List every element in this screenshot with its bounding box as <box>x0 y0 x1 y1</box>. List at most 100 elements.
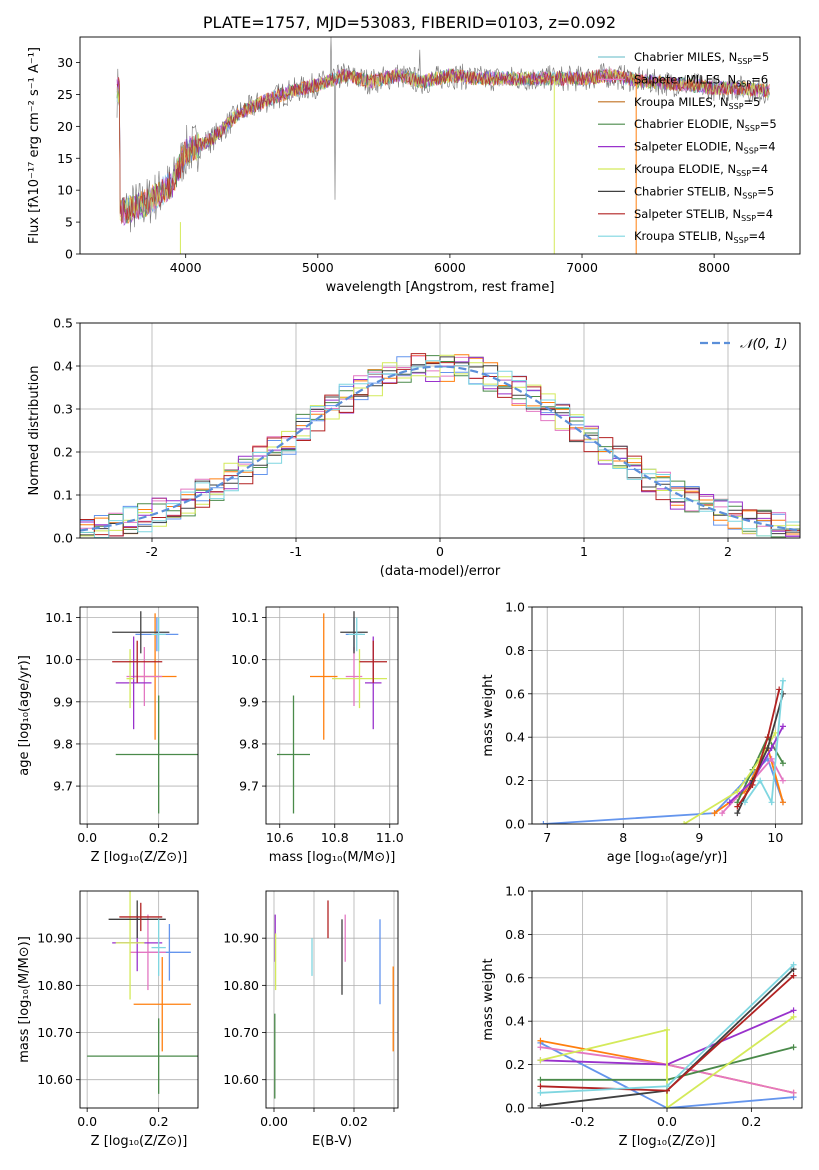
y-tick-label: 9.9 <box>239 694 259 709</box>
legend-label: Kroupa STELIB, NSSP=4 <box>634 229 765 245</box>
legend-sub: SSP <box>744 147 759 156</box>
x-tick-label: 0.02 <box>340 1114 368 1129</box>
legend-tail: =4 <box>749 229 766 243</box>
weight-marker <box>779 799 786 806</box>
x-tick-label: -1 <box>290 544 302 559</box>
figure-title: PLATE=1757, MJD=53083, FIBERID=0103, z=0… <box>202 13 617 32</box>
x-tick-label: 0.2 <box>149 830 169 845</box>
weight-marker <box>790 1089 797 1096</box>
x-tick-label: 8 <box>619 830 627 845</box>
legend-label: Salpeter MILES, NSSP=6 <box>634 72 768 88</box>
y-tick-label: 0.4 <box>505 730 525 745</box>
weight-marker <box>537 1083 544 1090</box>
legend-sub: SSP <box>742 191 757 200</box>
y-tick-label: 10.70 <box>37 1025 73 1040</box>
x-tick-label: 0.2 <box>149 1114 169 1129</box>
legend-tail: =5 <box>744 95 761 109</box>
legend-text: Kroupa STELIB, N <box>634 229 734 243</box>
y-tick-label: 10.80 <box>37 978 73 993</box>
legend-text: Chabrier MILES, N <box>634 50 737 64</box>
weight-marker <box>779 723 786 730</box>
weight-marker <box>776 686 783 693</box>
weight-marker <box>764 745 771 752</box>
y-tick-label: 0.4 <box>53 359 73 374</box>
legend-tail: =6 <box>751 72 768 86</box>
weight-marker <box>779 677 786 684</box>
y-axis-label: Normed distribution <box>27 366 42 496</box>
x-tick-label: 0 <box>436 544 444 559</box>
weight-marker <box>790 961 797 968</box>
y-tick-label: 9.8 <box>53 736 73 751</box>
gaussian-curve <box>80 365 800 532</box>
y-tick-label: 15 <box>57 151 73 166</box>
legend-label: Kroupa ELODIE, NSSP=4 <box>634 162 768 178</box>
legend-sub: SSP <box>737 57 752 66</box>
weight-line <box>683 732 777 824</box>
legend-tail: =5 <box>752 50 769 64</box>
y-tick-label: 5 <box>65 215 73 230</box>
legend-sub: SSP <box>736 79 751 88</box>
y-tick-label: 0.0 <box>505 817 525 832</box>
x-tick-label: 2 <box>724 544 732 559</box>
y-tick-label: 30 <box>57 55 73 70</box>
x-tick-label: 5000 <box>302 260 334 275</box>
legend-label: Salpeter ELODIE, NSSP=4 <box>634 140 776 156</box>
x-tick-label: -0.2 <box>570 1114 594 1129</box>
y-tick-label: 10 <box>57 183 73 198</box>
weight-marker <box>734 810 741 817</box>
panel-age-vs-Z: 0.0 0.2 9.7 9.8 9.9 10.0 10.1 Z [log₁₀(Z/Z⊙)] ag… <box>17 606 199 865</box>
x-tick-label: 10.6 <box>266 830 294 845</box>
x-tick-label: 8000 <box>698 260 730 275</box>
legend-text: Salpeter STELIB, N <box>634 207 741 221</box>
legend-label: Chabrier MILES, NSSP=5 <box>634 50 769 66</box>
legend-label: Chabrier ELODIE, NSSP=5 <box>634 117 777 133</box>
y-tick-label: 10.90 <box>37 931 73 946</box>
legend-sub: SSP <box>734 236 749 245</box>
y-tick-label: 0 <box>65 247 73 262</box>
x-tick-label: -2 <box>146 544 158 559</box>
x-axis-label: Z [log₁₀(Z/Z⊙)] <box>91 850 188 865</box>
plot-area <box>277 611 387 814</box>
x-axis-label: Z [log₁₀(Z/Z⊙)] <box>91 1134 188 1149</box>
plot-area <box>112 611 198 814</box>
legend-tail: =5 <box>760 117 777 131</box>
weight-marker <box>537 1057 544 1064</box>
x-tick-label: 0.0 <box>657 1114 677 1129</box>
y-tick-label: 20 <box>57 119 73 134</box>
legend-text: Salpeter ELODIE, N <box>634 140 744 154</box>
y-tick-label: 9.7 <box>53 779 73 794</box>
y-tick-label: 10.70 <box>223 1025 259 1040</box>
y-tick-label: 0.0 <box>53 531 73 546</box>
axes-frame <box>265 890 399 1109</box>
weight-marker <box>790 1044 797 1051</box>
y-tick-label: 10.60 <box>37 1072 73 1087</box>
weight-marker <box>768 799 775 806</box>
y-tick-label: 10.0 <box>45 652 73 667</box>
weight-line <box>744 680 784 806</box>
weight-marker <box>664 1105 670 1108</box>
y-tick-label: 10.90 <box>223 931 259 946</box>
weight-line <box>539 1042 794 1108</box>
x-axis-label: age [log₁₀(age/yr)] <box>607 850 728 865</box>
weight-marker <box>764 734 771 741</box>
y-axis-label: mass weight <box>481 674 496 756</box>
weight-marker <box>734 803 741 810</box>
axes-frame <box>79 36 801 255</box>
y-tick-label: 10.1 <box>231 610 259 625</box>
legend-label: 𝒩(0, 1) <box>740 337 787 352</box>
y-tick-label: 10.0 <box>231 652 259 667</box>
histogram-step <box>80 356 800 536</box>
weight-marker <box>726 799 733 806</box>
weight-marker <box>537 1089 544 1096</box>
y-axis-label: mass weight <box>481 958 496 1040</box>
panel-massweight-vs-age: 7 8 9 10 0.0 0.2 0.4 0.6 0.8 1.0 age [log₁₀(age/yr… <box>481 600 803 865</box>
panel-massweight-vs-Z: -0.2 0.0 0.2 0.0 0.2 0.4 0.6 0.8 1.0 Z [log₁₀(Z/Z… <box>481 884 803 1149</box>
panel-residuals: -2 -1 0 1 2 0.0 0.1 0.2 0.3 0.4 0.5 (data-model)/er… <box>27 316 801 579</box>
axes-frame <box>79 890 199 1109</box>
legend-tail: =4 <box>759 140 776 154</box>
x-axis-label: E(B-V) <box>312 1134 352 1149</box>
weight-marker <box>537 1076 544 1083</box>
weight-marker <box>734 788 741 795</box>
